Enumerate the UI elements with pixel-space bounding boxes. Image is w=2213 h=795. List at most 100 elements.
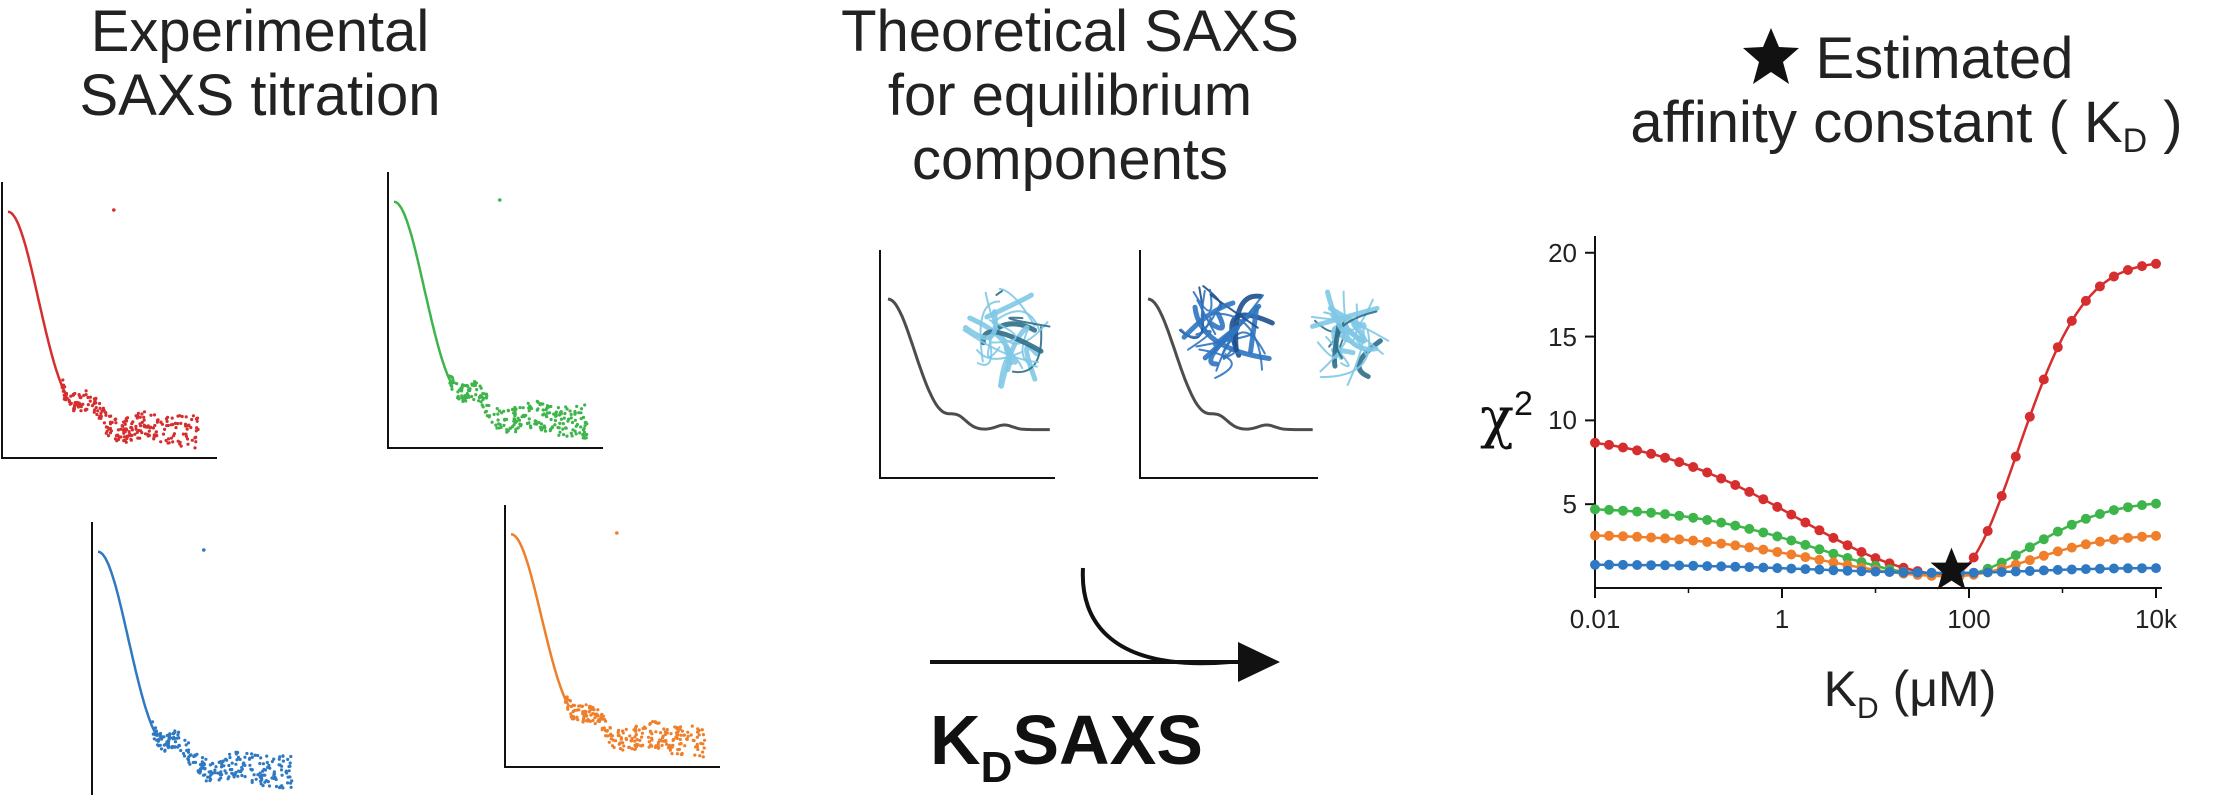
scattering-point <box>190 417 194 422</box>
scattering-point <box>79 409 83 413</box>
scattering-point <box>202 761 206 766</box>
scattering-point <box>198 767 202 771</box>
scattering-point <box>152 413 157 417</box>
scattering-point <box>272 770 276 774</box>
scattering-point <box>155 418 160 423</box>
scattering-point <box>61 378 65 382</box>
scattering-point <box>108 431 113 435</box>
scattering-point <box>184 743 188 747</box>
scattering-point <box>635 742 639 747</box>
scattering-point <box>544 414 548 418</box>
scattering-point <box>592 708 596 712</box>
scattering-point <box>682 733 686 737</box>
scattering-point <box>457 397 461 401</box>
scattering-point <box>701 750 705 754</box>
scattering-point <box>566 419 570 423</box>
protein-strand <box>1209 293 1259 329</box>
scattering-point <box>649 730 653 734</box>
protein-strand <box>1024 344 1039 382</box>
scattering-point <box>194 429 198 433</box>
scattering-point <box>203 773 207 777</box>
scattering-point <box>133 432 137 436</box>
scattering-outlier-point <box>498 198 502 202</box>
chi-series-point <box>1744 542 1755 553</box>
scattering-point <box>484 409 488 413</box>
scattering-point <box>279 768 284 772</box>
scattering-point <box>609 732 613 736</box>
scattering-point <box>173 740 178 744</box>
scattering-point <box>270 760 274 764</box>
scattering-point <box>172 434 176 438</box>
scattering-point <box>218 773 222 777</box>
chi-series-point <box>2066 315 2077 326</box>
scattering-point <box>553 413 558 417</box>
scattering-point <box>581 433 585 437</box>
estimated-heading-suffix: ) <box>2147 90 2183 155</box>
scattering-point <box>680 752 684 757</box>
scattering-point <box>281 754 285 758</box>
chi-series-point <box>1772 531 1783 542</box>
scattering-point <box>120 424 124 428</box>
scattering-point <box>128 432 132 436</box>
scattering-point <box>134 414 138 418</box>
scattering-point <box>624 727 628 732</box>
scattering-point <box>259 782 263 786</box>
scattering-point <box>290 779 294 783</box>
scattering-point <box>189 425 193 430</box>
estimated-heading-word: Estimated <box>1815 26 2074 91</box>
scattering-point <box>122 435 127 439</box>
scattering-point <box>573 411 577 415</box>
scattering-point <box>533 422 537 426</box>
protein-strand <box>988 319 1017 344</box>
scattering-point <box>195 426 199 430</box>
scattering-point <box>198 763 203 767</box>
chi-series-point <box>2137 531 2147 542</box>
theoretical-plot-complex <box>1139 250 1318 479</box>
plot-axes <box>91 522 93 795</box>
scattering-point <box>78 403 83 407</box>
scattering-point <box>278 785 282 789</box>
chi-series-point <box>2108 271 2119 282</box>
scattering-point <box>545 411 550 415</box>
scattering-point <box>561 427 565 431</box>
scattering-point <box>538 403 542 407</box>
scattering-point <box>64 392 68 396</box>
scattering-point <box>138 415 142 419</box>
chi-series-point <box>1744 562 1755 573</box>
y-tick-label: 15 <box>1548 321 1577 352</box>
protein-strand <box>1180 316 1212 338</box>
chi-series-point <box>1702 515 1713 525</box>
scattering-point <box>665 731 669 735</box>
scattering-point <box>676 748 680 752</box>
scattering-point <box>272 757 276 761</box>
scattering-point <box>601 714 606 718</box>
scattering-point <box>259 756 263 760</box>
scattering-point <box>513 417 517 421</box>
theoretical-heading-line2: for equilibrium <box>887 63 1253 128</box>
protein-strand <box>1192 304 1272 361</box>
scattering-point <box>678 737 682 742</box>
scattering-point <box>484 396 488 400</box>
scattering-point <box>265 760 269 765</box>
scattering-point <box>163 427 167 431</box>
scattering-point <box>497 426 501 430</box>
scattering-point <box>213 771 217 775</box>
scattering-point <box>170 416 174 420</box>
scattering-point <box>149 425 153 429</box>
scattering-point <box>289 785 293 789</box>
chi-series-point <box>1842 540 1853 551</box>
scattering-point <box>220 762 224 767</box>
chi-series-point <box>2024 542 2035 553</box>
chi-series-point <box>1604 530 1614 541</box>
scattering-point <box>665 728 669 732</box>
scattering-point <box>544 408 548 412</box>
scattering-point <box>99 416 103 420</box>
scattering-point <box>216 771 220 775</box>
scattering-point <box>267 784 272 788</box>
scattering-point <box>579 407 584 411</box>
scattering-point <box>165 733 169 738</box>
scattering-outlier-point <box>112 208 116 212</box>
chi-series-point <box>1912 567 1923 578</box>
scattering-point <box>661 734 665 738</box>
scattering-point <box>541 402 545 406</box>
